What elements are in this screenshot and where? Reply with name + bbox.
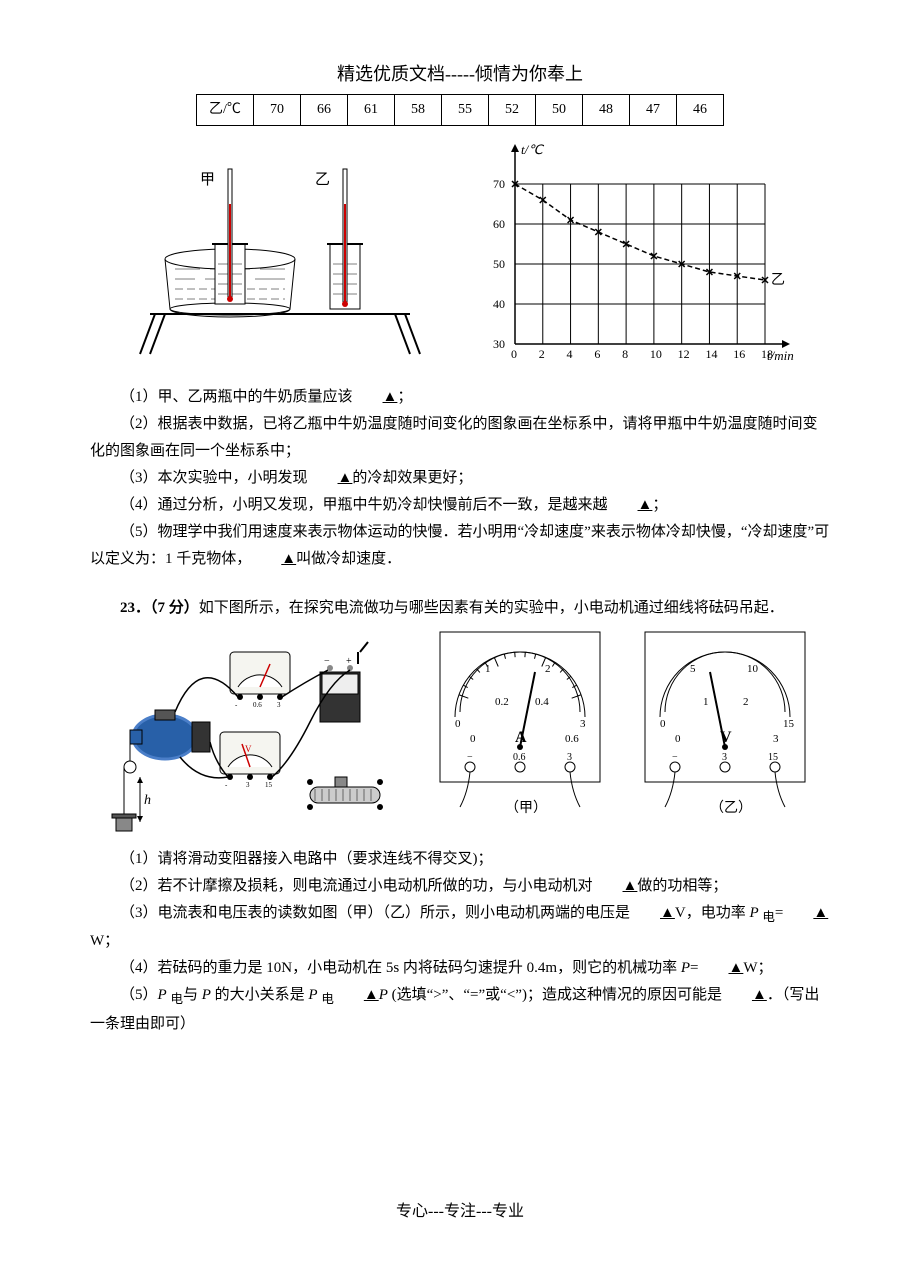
svg-text:V: V — [720, 729, 732, 746]
svg-text:0.6: 0.6 — [565, 733, 579, 745]
svg-text:3: 3 — [567, 752, 572, 763]
table-cell: 66 — [301, 95, 348, 125]
svg-text:50: 50 — [493, 257, 505, 271]
svg-text:2: 2 — [743, 696, 749, 708]
svg-text:A: A — [515, 729, 527, 746]
q22-4: （4）通过分析，小明又发现，甲瓶中牛奶冷却快慢前后不一致，是越来越▲； — [90, 492, 830, 519]
cooling-chart: 3040506070024681012141618t/℃t/min乙 — [470, 134, 810, 374]
svg-text:（甲）: （甲） — [505, 800, 547, 816]
svg-text:0.6: 0.6 — [513, 752, 526, 763]
svg-text:2: 2 — [545, 663, 551, 675]
q23-3: （3）电流表和电压表的读数如图（甲）（乙）所示，则小电动机两端的电压是▲V，电功… — [90, 900, 830, 956]
svg-text:−: − — [467, 752, 473, 763]
svg-text:0.6: 0.6 — [253, 701, 262, 709]
table-label: 乙/℃ — [197, 95, 254, 125]
svg-text:5: 5 — [690, 663, 696, 675]
svg-text:0.2: 0.2 — [495, 696, 509, 708]
table-cell: 48 — [583, 95, 630, 125]
q22-1: （1）甲、乙两瓶中的牛奶质量应该▲； — [90, 384, 830, 411]
svg-text:6: 6 — [594, 347, 600, 361]
svg-text:3: 3 — [580, 718, 586, 730]
svg-text:15: 15 — [783, 718, 795, 730]
svg-text:1: 1 — [703, 696, 709, 708]
q23-4: （4）若砝码的重力是 10N，小电动机在 5s 内将砝码匀速提升 0.4m，则它… — [90, 955, 830, 982]
svg-text:3: 3 — [722, 752, 727, 763]
svg-text:乙: 乙 — [771, 272, 785, 288]
data-table: 乙/℃ 70 66 61 58 55 52 50 48 47 46 — [196, 94, 724, 125]
table-cell: 47 — [630, 95, 677, 125]
svg-text:10: 10 — [747, 663, 759, 675]
svg-text:30: 30 — [493, 337, 505, 351]
svg-text:−: − — [672, 752, 678, 763]
svg-text:0.4: 0.4 — [535, 696, 549, 708]
circuit-diagram: h - 0.6 3 − + - 3 15 V — [110, 622, 420, 832]
svg-text:0: 0 — [455, 718, 461, 730]
page-header: 精选优质文档-----倾情为你奉上 — [0, 0, 920, 90]
svg-text:3: 3 — [773, 733, 779, 745]
svg-text:12: 12 — [678, 347, 690, 361]
apparatus-diagram: 甲 乙 — [130, 144, 430, 364]
yi-label: 乙 — [315, 172, 330, 188]
svg-text:+: + — [346, 656, 352, 667]
svg-text:0: 0 — [511, 347, 517, 361]
table-cell: 50 — [536, 95, 583, 125]
svg-text:3: 3 — [246, 781, 250, 789]
q23-1: （1）请将滑动变阻器接入电路中（要求连线不得交叉)； — [90, 846, 830, 873]
ammeter-closeup: 0 1 2 3 0 0.2 0.4 0.6 A − 0.6 3 （甲） — [430, 627, 610, 817]
svg-text:-: - — [225, 781, 228, 789]
q23-title: 23．（7 分）如下图所示，在探究电流做功与哪些因素有关的实验中，小电动机通过细… — [90, 595, 830, 622]
svg-text:0: 0 — [470, 733, 476, 745]
table-cell: 52 — [489, 95, 536, 125]
svg-text:8: 8 — [622, 347, 628, 361]
svg-text:40: 40 — [493, 297, 505, 311]
table-cell: 58 — [395, 95, 442, 125]
svg-text:3: 3 — [277, 701, 281, 709]
svg-text:60: 60 — [493, 217, 505, 231]
svg-text:1: 1 — [485, 663, 491, 675]
page-footer: 专心---专注---专业 — [0, 1198, 920, 1227]
svg-text:14: 14 — [705, 347, 717, 361]
table-cell: 70 — [254, 95, 301, 125]
svg-text:15: 15 — [768, 752, 778, 763]
svg-text:15: 15 — [265, 781, 273, 789]
q22-2: （2）根据表中数据，已将乙瓶中牛奶温度随时间变化的图象画在坐标系中，请将甲瓶中牛… — [90, 411, 830, 465]
q23-5: （5）P 电与 P 的大小关系是 P 电▲P (选填“>”、“=”或“<”)；造… — [90, 982, 830, 1038]
table-cell: 46 — [677, 95, 724, 125]
table-cell: 61 — [348, 95, 395, 125]
q22-3: （3）本次实验中，小明发现▲的冷却效果更好； — [90, 465, 830, 492]
q23-2: （2）若不计摩擦及损耗，则电流通过小电动机所做的功，与小电动机对▲做的功相等； — [90, 873, 830, 900]
svg-text:2: 2 — [539, 347, 545, 361]
svg-text:4: 4 — [567, 347, 573, 361]
svg-text:-: - — [235, 701, 238, 709]
svg-text:t/min: t/min — [767, 348, 794, 363]
svg-text:t/℃: t/℃ — [521, 142, 544, 157]
jia-label: 甲 — [200, 172, 215, 188]
svg-text:16: 16 — [733, 347, 745, 361]
svg-text:0: 0 — [675, 733, 681, 745]
voltmeter-closeup: 0 5 10 15 0 1 2 3 V − 3 15 （乙） — [635, 627, 815, 817]
svg-text:0: 0 — [660, 718, 666, 730]
svg-text:V: V — [245, 744, 252, 754]
svg-text:−: − — [324, 656, 330, 667]
svg-text:h: h — [144, 793, 151, 808]
q22-5: （5）物理学中我们用速度来表示物体运动的快慢．若小明用“冷却速度”来表示物体冷却… — [90, 519, 830, 573]
table-cell: 55 — [442, 95, 489, 125]
svg-text:10: 10 — [650, 347, 662, 361]
svg-text:70: 70 — [493, 177, 505, 191]
svg-text:（乙）: （乙） — [710, 800, 752, 816]
